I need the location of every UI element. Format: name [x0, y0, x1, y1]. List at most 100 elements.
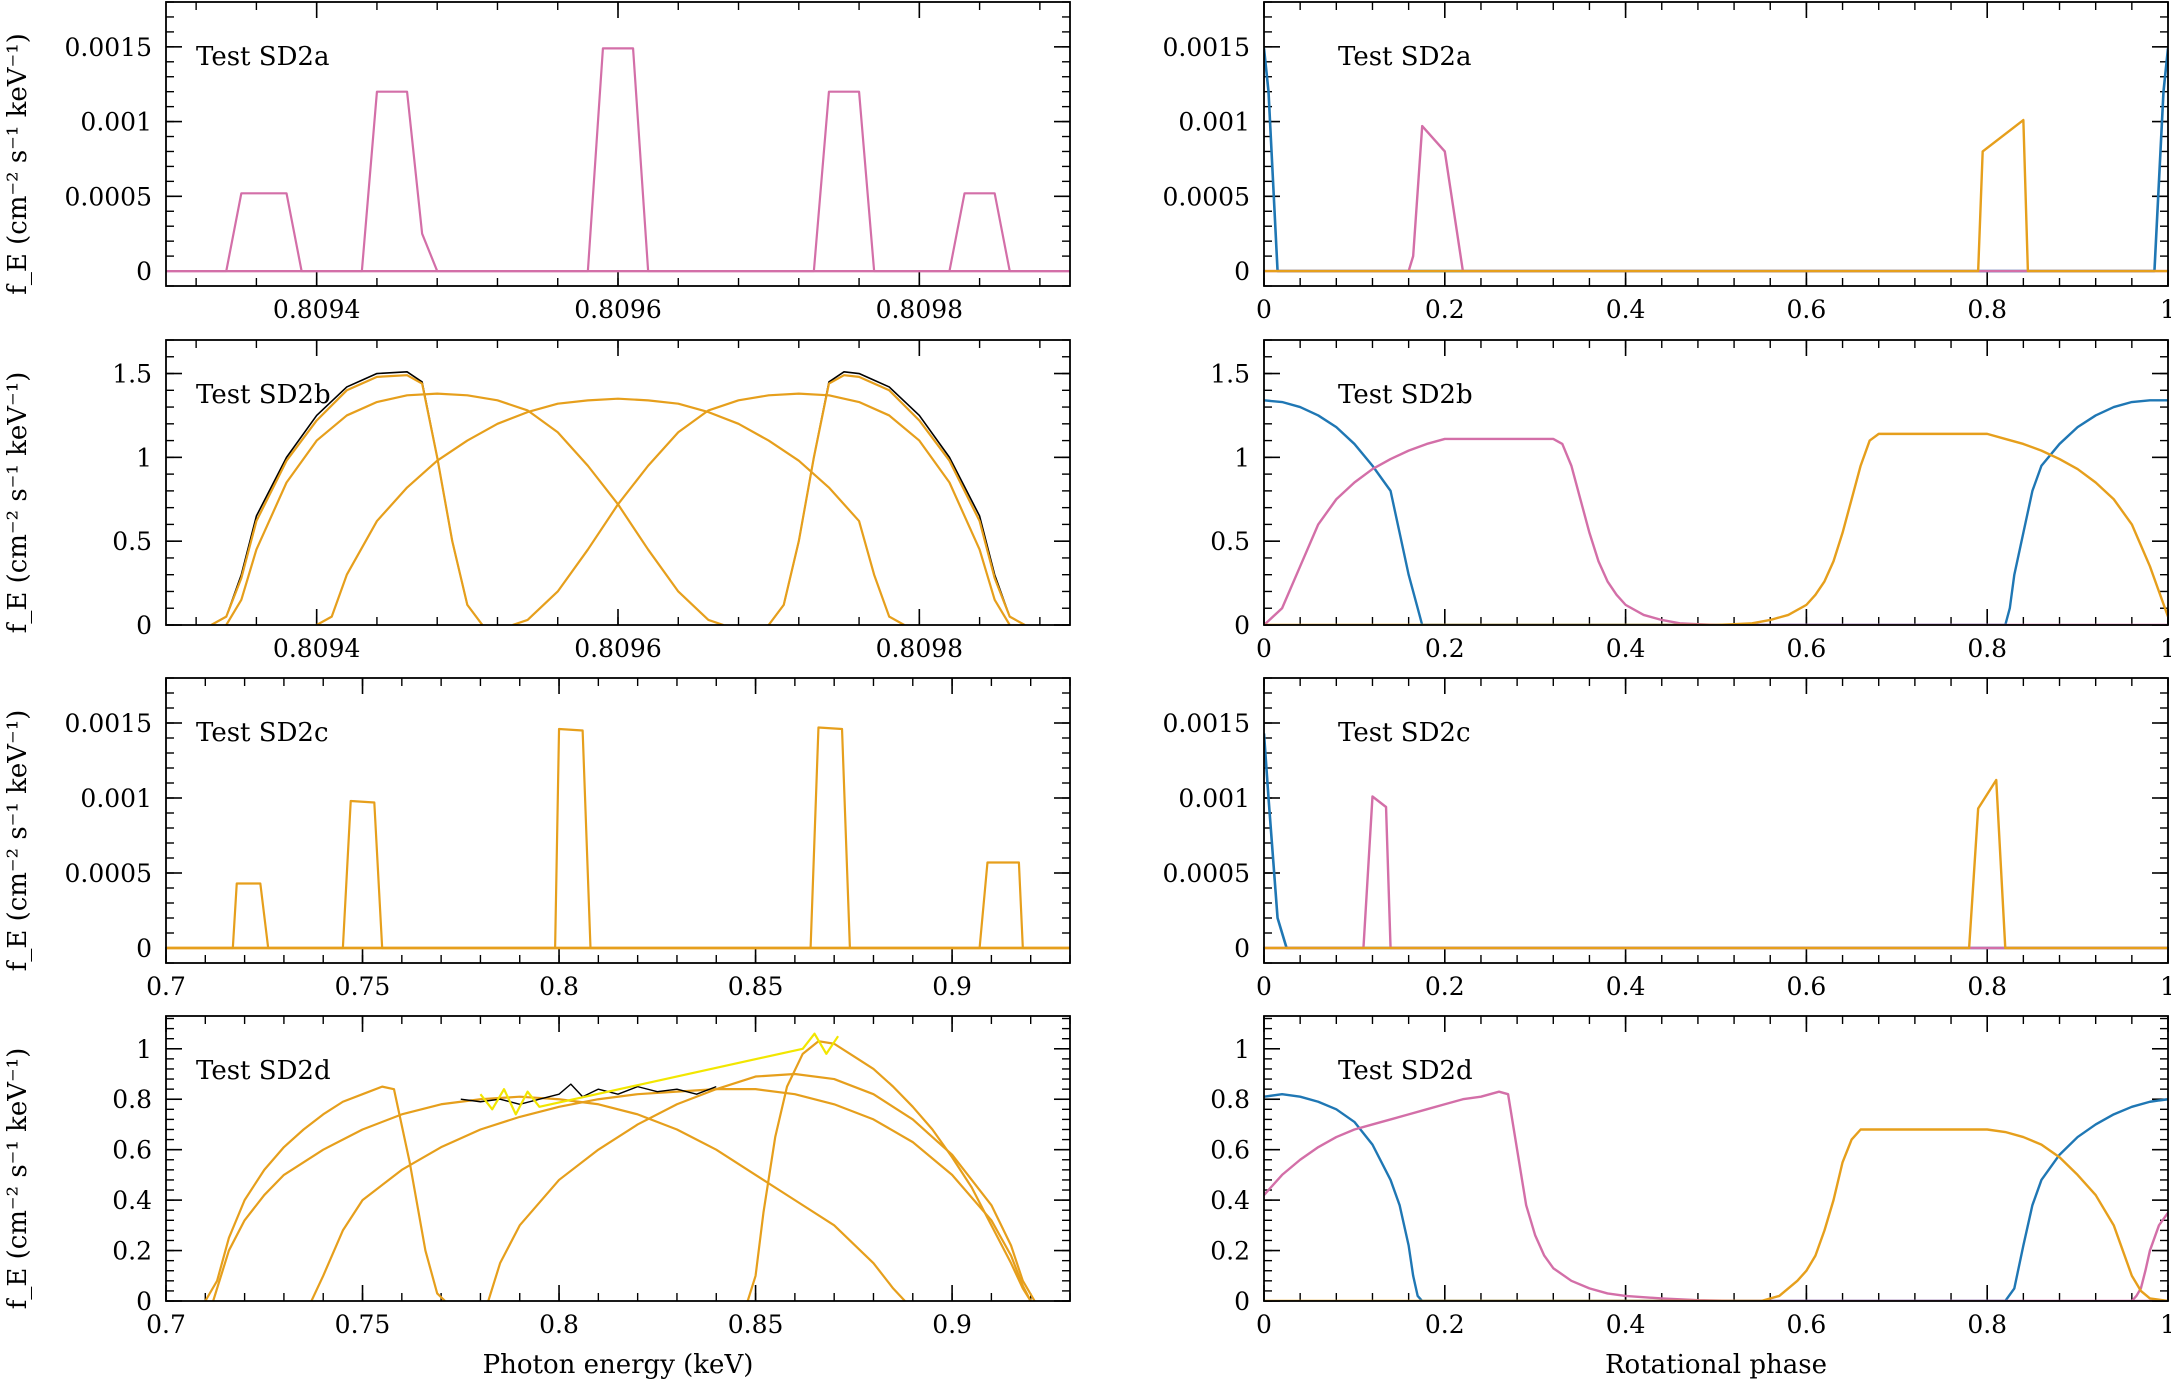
y-tick-label: 0.6	[112, 1136, 152, 1165]
panel-title: Test SD2c	[196, 718, 329, 748]
x-tick-label: 0.8098	[876, 295, 963, 324]
series-blue	[1264, 733, 2168, 950]
series-group	[210, 371, 1026, 625]
x-tick-label: 0.8098	[876, 634, 963, 663]
series-pink	[1264, 437, 2168, 625]
panel-phase-a: 0 0.2 0.4 0.6 0.8 1 0 0.0005 0.001 0.0015 Test SD2…	[1163, 1, 2171, 324]
series-line-5	[166, 192, 1070, 273]
x-tick-label: 0.8	[1967, 972, 2007, 1001]
series-blue	[1264, 399, 2168, 625]
series-orange-3	[316, 397, 905, 625]
axes-frame	[1263, 1015, 2169, 1302]
y-tick-label: 0.0005	[65, 182, 152, 211]
panel-spec-a: 0.8094 0.8096 0.8098 0 0.0005 0.001 0.0015 Test…	[3, 1, 1071, 324]
series-yellow-noise	[479, 1032, 840, 1116]
series-line-3	[166, 47, 1070, 273]
series-blue	[1264, 48, 2168, 273]
x-tick-label: 1	[2160, 1310, 2171, 1339]
y-tick-label: 0.0015	[65, 33, 152, 62]
x-tick-label: 0	[1256, 634, 1272, 663]
series-pink	[1264, 1090, 2168, 1301]
y-tick-label: 1.5	[1210, 360, 1250, 389]
axes-frame	[165, 677, 1071, 964]
y-tick-label: 0.4	[112, 1186, 152, 1215]
x-tick-label: 1	[2160, 295, 2171, 324]
series-group	[1264, 48, 2168, 273]
x-tick-label: 0.8	[1967, 634, 2007, 663]
series-line-1	[166, 192, 1070, 273]
x-tick-label: 1	[2160, 972, 2171, 1001]
panel-title: Test SD2a	[196, 42, 329, 72]
series-orange	[1264, 118, 2168, 273]
y-tick-label: 0.5	[112, 527, 152, 556]
x-tick-label: 0.7	[146, 972, 186, 1001]
y-tick-label: 0.8	[1210, 1085, 1250, 1114]
y-tick-label: 0	[1234, 934, 1250, 963]
panel-title: Test SD2a	[1338, 42, 1471, 72]
x-tick-label: 0.75	[335, 1310, 391, 1339]
x-tick-label: 0.4	[1606, 1310, 1646, 1339]
y-tick-label: 0.2	[1210, 1237, 1250, 1266]
panel-title: Test SD2b	[196, 380, 331, 410]
y-tick-label: 0.4	[1210, 1186, 1250, 1215]
y-axis-label: f_E (cm⁻² s⁻¹ keV⁻¹)	[3, 372, 33, 634]
y-tick-label: 0.2	[112, 1237, 152, 1266]
x-tick-label: 0.9	[932, 1310, 972, 1339]
panel-phase-b: 0 0.2 0.4 0.6 0.8 1 0 0.5 1 1.5 Test SD2b	[1210, 339, 2171, 663]
y-tick-label: 0.5	[1210, 527, 1250, 556]
y-tick-label: 0.6	[1210, 1136, 1250, 1165]
x-tick-label: 1	[2160, 634, 2171, 663]
series-line-5	[746, 1040, 1032, 1301]
y-tick-label: 0.0015	[65, 709, 152, 738]
panel-title: Test SD2d	[196, 1056, 331, 1086]
series-orange-1	[210, 374, 484, 625]
y-tick-label: 0.8	[112, 1085, 152, 1114]
x-tick-label: 0.8096	[574, 295, 661, 324]
series-pink	[1264, 124, 2168, 273]
series-line-4	[166, 90, 1070, 273]
x-axis-label: Rotational phase	[1605, 1350, 1827, 1380]
y-tick-label: 0	[136, 611, 152, 640]
y-tick-label: 1	[136, 443, 152, 472]
x-tick-label: 0.2	[1425, 1310, 1465, 1339]
series-line-5	[166, 861, 1070, 950]
series-orange-4	[512, 392, 1011, 625]
x-tick-label: 0.85	[728, 972, 784, 1001]
y-tick-label: 1	[1234, 1035, 1250, 1064]
x-tick-label: 0.2	[1425, 295, 1465, 324]
axes-frame	[1263, 339, 2169, 626]
series-line-3	[166, 727, 1070, 950]
series-pink	[1264, 795, 2168, 950]
x-tick-label: 0	[1256, 295, 1272, 324]
panel-spec-c: 0.7 0.75 0.8 0.85 0.9 0 0.0005 0.001 0.0015 Test …	[3, 677, 1071, 1001]
panel-title: Test SD2b	[1338, 380, 1473, 410]
y-tick-label: 1	[136, 1035, 152, 1064]
series-orange	[1264, 778, 2168, 950]
axes-frame	[165, 1, 1071, 287]
series-orange-5	[767, 374, 1026, 625]
y-tick-label: 0.001	[1178, 784, 1250, 813]
x-tick-label: 0	[1256, 972, 1272, 1001]
series-group	[166, 47, 1070, 273]
series-orange	[1264, 432, 2168, 625]
x-tick-label: 0	[1256, 1310, 1272, 1339]
panel-title: Test SD2c	[1338, 718, 1471, 748]
panel-phase-d: 0 0.2 0.4 0.6 0.8 1 0 0.2 0.4 0.6 0.8 1 Test SD2d Rot…	[1210, 1015, 2171, 1380]
series-orange	[1264, 1128, 2168, 1301]
series-line-3	[310, 1088, 1032, 1301]
y-tick-label: 0.0005	[1163, 859, 1250, 888]
x-tick-label: 0.8094	[273, 634, 360, 663]
series-line-1	[204, 1085, 446, 1301]
series-group	[204, 1032, 1036, 1301]
y-axis-label: f_E (cm⁻² s⁻¹ keV⁻¹)	[3, 1048, 33, 1310]
axes-frame	[1263, 1, 2169, 287]
x-tick-label: 0.4	[1606, 972, 1646, 1001]
series-group	[1264, 733, 2168, 950]
axes-frame	[165, 339, 1071, 626]
x-tick-label: 0.9	[932, 972, 972, 1001]
x-tick-label: 0.7	[146, 1310, 186, 1339]
y-axis-label: f_E (cm⁻² s⁻¹ keV⁻¹)	[3, 710, 33, 972]
axes-frame	[1263, 677, 2169, 964]
x-tick-label: 0.75	[335, 972, 391, 1001]
